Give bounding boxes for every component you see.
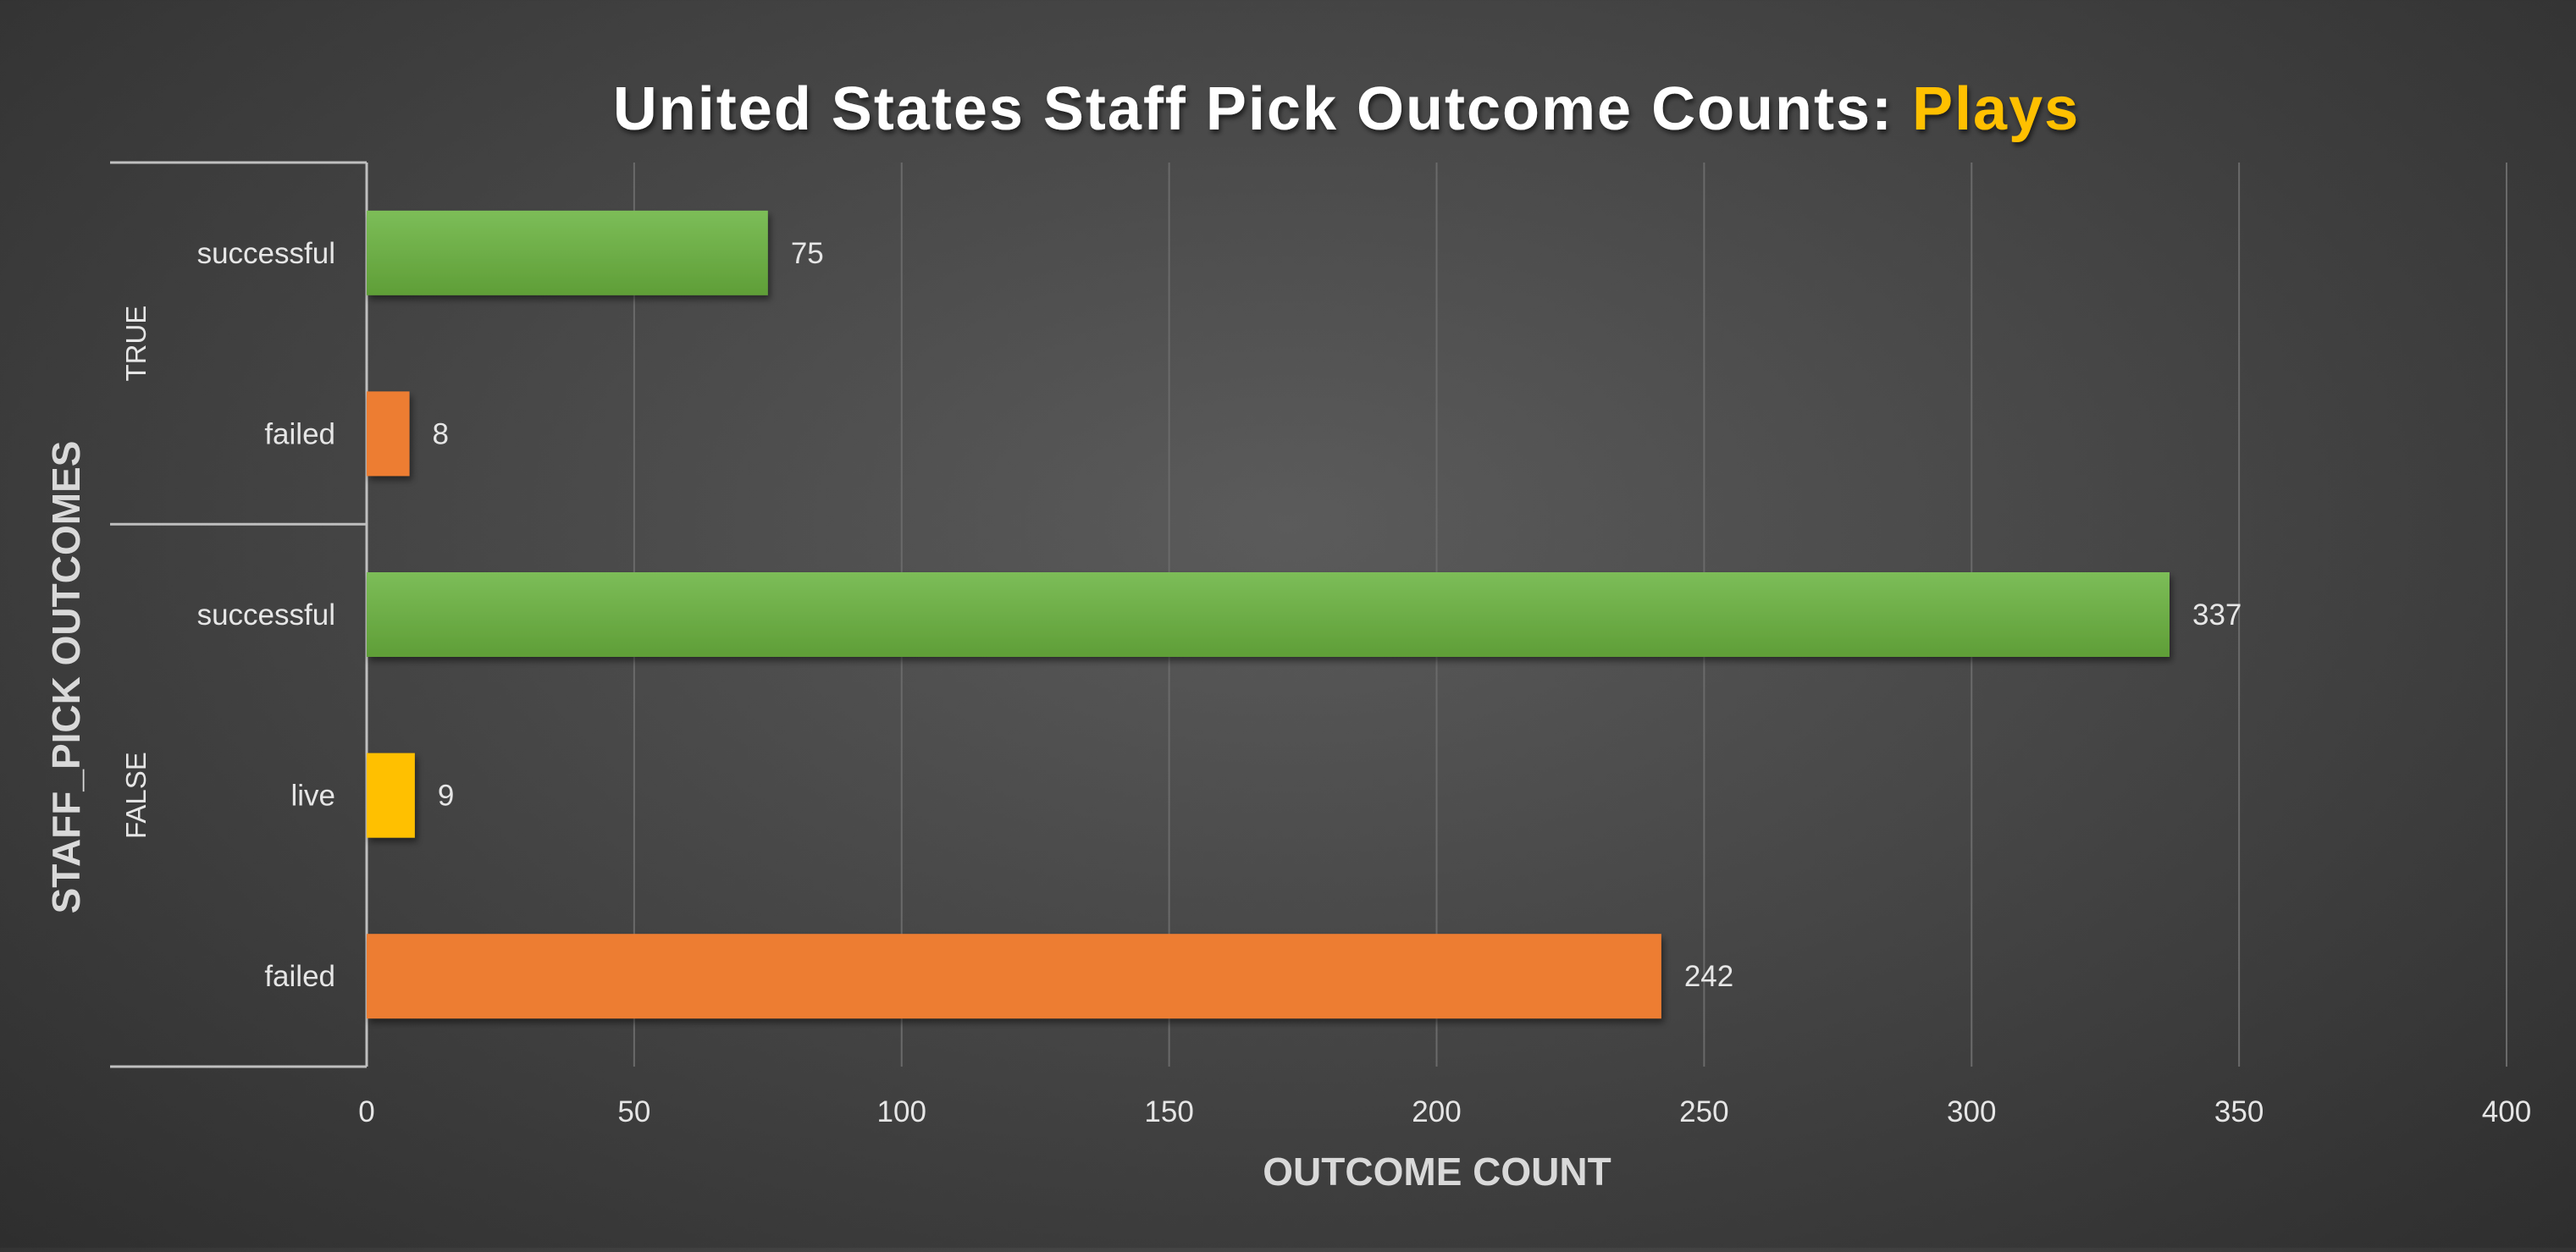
x-axis-title: OUTCOME COUNT xyxy=(1263,1150,1611,1194)
chart-title-highlight: Plays xyxy=(1912,75,2080,143)
data-label: 9 xyxy=(438,780,454,813)
x-tick-label: 250 xyxy=(1679,1095,1728,1128)
x-tick-labels: 0 50 100 150 200 250 300 350 400 xyxy=(358,1095,2531,1128)
bar xyxy=(367,572,2170,657)
data-label: 75 xyxy=(791,237,824,270)
chart-title-main: United States Staff Pick Outcome Counts: xyxy=(613,75,1912,143)
bars xyxy=(367,210,2170,1019)
category-label: failed xyxy=(264,417,335,450)
bar xyxy=(367,210,768,295)
x-tick-label: 50 xyxy=(617,1095,650,1128)
data-label: 242 xyxy=(1684,960,1733,993)
category-axis: successful failed successful live failed TRUE… xyxy=(110,161,368,1068)
bar xyxy=(367,934,1661,1019)
data-label: 8 xyxy=(433,417,449,450)
x-tick-label: 100 xyxy=(877,1095,926,1128)
category-label: successful xyxy=(197,598,335,632)
bar xyxy=(367,391,410,477)
category-label: successful xyxy=(197,237,335,270)
category-label: failed xyxy=(264,960,335,993)
x-tick-label: 300 xyxy=(1947,1095,1996,1128)
x-tick-label: 150 xyxy=(1144,1095,1193,1128)
data-label: 337 xyxy=(2192,598,2242,632)
group-label: TRUE xyxy=(120,306,152,382)
x-tick-label: 400 xyxy=(2482,1095,2531,1128)
data-labels: 75 8 337 9 242 xyxy=(433,237,2242,993)
x-tick-label: 350 xyxy=(2214,1095,2264,1128)
y-axis-title: STAFF_PICK OUTCOMES xyxy=(44,441,88,914)
category-label: live xyxy=(290,780,335,813)
chart-title: United States Staff Pick Outcome Counts:… xyxy=(613,75,2080,143)
x-tick-label: 0 xyxy=(358,1095,374,1128)
bar xyxy=(367,753,415,838)
x-tick-label: 200 xyxy=(1412,1095,1461,1128)
group-label: FALSE xyxy=(120,752,152,839)
